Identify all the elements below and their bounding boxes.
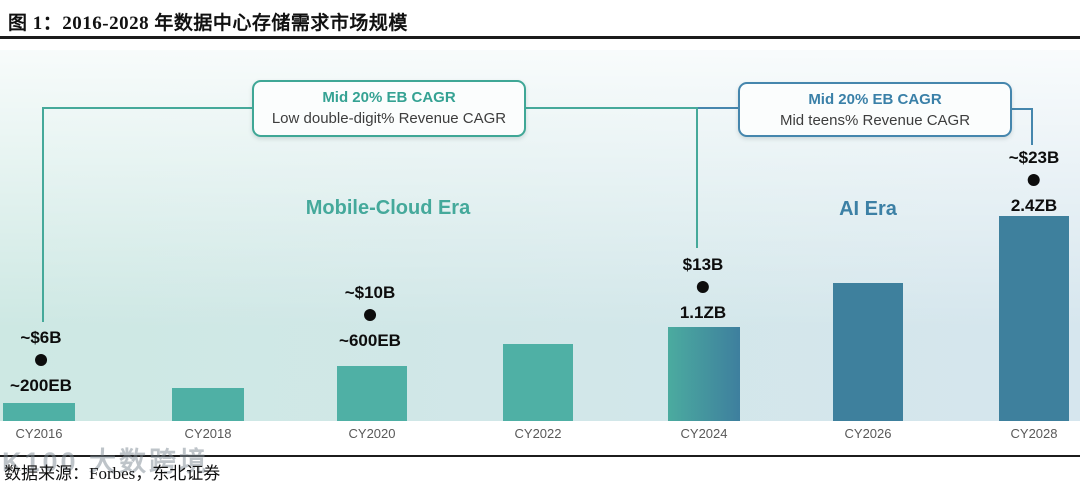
capacity-label: ~600EB — [339, 331, 401, 350]
bar-cy2020 — [337, 366, 407, 421]
revenue-label: ~$10B — [344, 283, 396, 302]
teal-bracket-hline-left — [42, 107, 252, 109]
annotation-cy2020: ~$10B ~600EB — [339, 283, 401, 351]
x-tick-cy2020: CY2020 — [348, 426, 396, 441]
annotation-cy2024: $13B 1.1ZB — [680, 255, 726, 323]
bar-cy2016 — [3, 403, 75, 421]
chart-area: Mid 20% EB CAGR Low double-digit% Revenu… — [0, 50, 1080, 421]
teal-bracket-vline-right — [696, 107, 698, 248]
data-dot — [1027, 174, 1040, 186]
x-tick-cy2016: CY2016 — [15, 426, 63, 441]
blue-bracket-vline-right — [1031, 108, 1033, 145]
revenue-label: ~$6B — [20, 328, 62, 347]
capacity-label: 1.1ZB — [679, 303, 727, 322]
data-dot — [363, 309, 376, 321]
revenue-label: $13B — [682, 255, 724, 274]
x-tick-cy2024: CY2024 — [680, 426, 728, 441]
era-label-ai: AI Era — [839, 198, 897, 220]
data-dot — [34, 354, 47, 366]
capacity-label: ~200EB — [10, 376, 72, 395]
bar-cy2024 — [668, 327, 740, 421]
x-tick-cy2022: CY2022 — [514, 426, 562, 441]
era-label-mobile-cloud: Mobile-Cloud Era — [305, 197, 471, 219]
callout-revenue-cagr-label: Low double-digit% Revenue CAGR — [271, 110, 507, 127]
callout-ai-cagr: Mid 20% EB CAGR Mid teens% Revenue CAGR — [738, 82, 1012, 137]
data-dot — [696, 281, 709, 293]
x-tick-cy2026: CY2026 — [844, 426, 892, 441]
blue-bracket-hline-left — [698, 107, 738, 109]
x-tick-cy2028: CY2028 — [1010, 426, 1058, 441]
teal-bracket-vline-left — [42, 107, 44, 322]
annotation-cy2016: ~$6B ~200EB — [10, 328, 72, 396]
source-note: 数据来源：Forbes，东北证券 — [4, 464, 221, 483]
callout-eb-cagr-label: Mid 20% EB CAGR — [322, 89, 456, 106]
watermark: K100 大数跨境 — [2, 447, 210, 477]
blue-bracket-hline-right — [1008, 108, 1032, 110]
revenue-label: ~$23B — [1008, 148, 1060, 167]
bar-cy2022 — [503, 344, 573, 421]
x-axis: CY2016 CY2018 CY2020 CY2022 CY2024 CY2026 CY20… — [0, 426, 1080, 442]
x-tick-cy2018: CY2018 — [184, 426, 232, 441]
bar-cy2028 — [999, 216, 1069, 421]
capacity-label: 2.4ZB — [1010, 196, 1058, 215]
figure-title: 图 1：2016-2028 年数据中心存储需求市场规模 — [8, 13, 408, 34]
teal-bracket-hline-right — [522, 107, 697, 109]
footer-divider — [0, 455, 1080, 457]
bar-cy2018 — [172, 388, 244, 421]
title-divider — [0, 36, 1080, 39]
annotation-cy2028: ~$23B 2.4ZB — [1009, 148, 1060, 216]
callout-revenue-cagr-label: Mid teens% Revenue CAGR — [779, 112, 971, 129]
callout-mobile-cloud-cagr: Mid 20% EB CAGR Low double-digit% Revenu… — [252, 80, 526, 137]
bar-cy2026 — [833, 283, 903, 421]
callout-eb-cagr-label: Mid 20% EB CAGR — [808, 91, 942, 108]
